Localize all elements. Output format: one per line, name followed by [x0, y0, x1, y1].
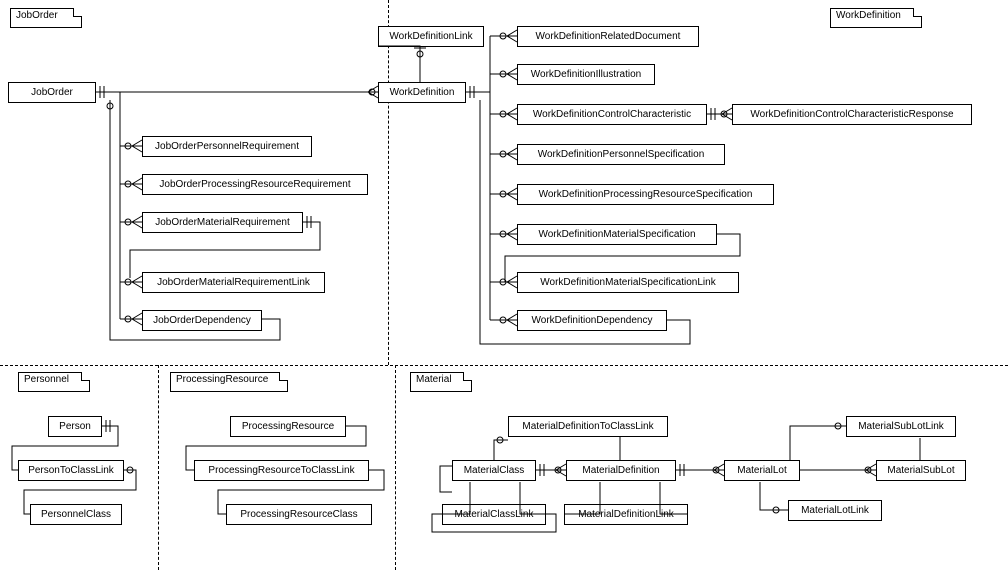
- connectors-layer: [0, 0, 1008, 570]
